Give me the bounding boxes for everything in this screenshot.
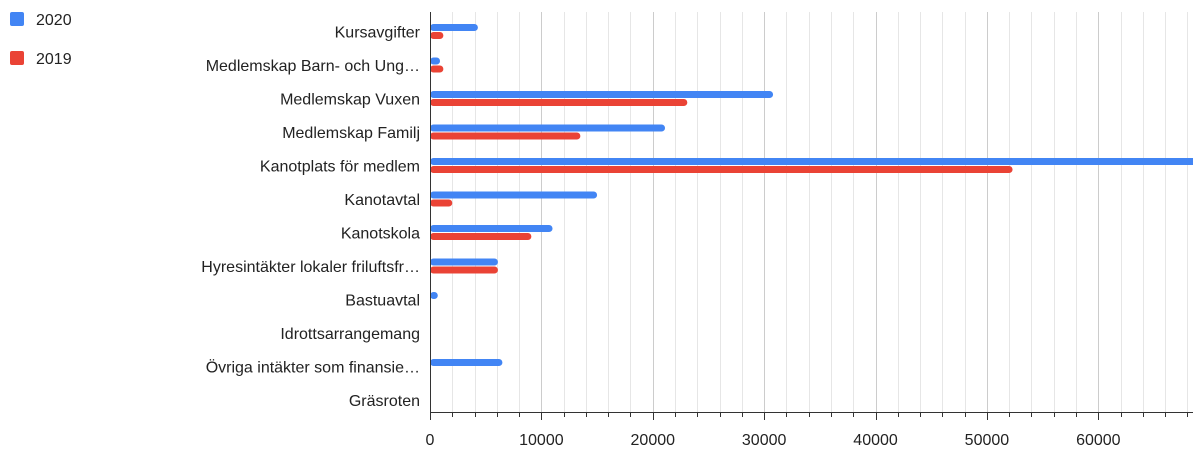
bar-2019-8 bbox=[430, 266, 498, 274]
bar-2019-1 bbox=[430, 32, 444, 39]
category-label: Kanotavtal bbox=[344, 192, 420, 209]
bar-2020-9 bbox=[430, 292, 438, 299]
bar-2020-8 bbox=[430, 258, 498, 266]
x-tick-label: 0 bbox=[426, 432, 435, 448]
x-tick-label: 10000 bbox=[519, 432, 564, 448]
category-label: Bastuavtal bbox=[345, 293, 420, 310]
bar-2019-4 bbox=[430, 132, 581, 140]
category-label: Hyresintäkter lokaler friluftsfr… bbox=[201, 259, 420, 276]
bar-2020-7 bbox=[430, 225, 553, 232]
bar-2020-6 bbox=[430, 191, 598, 199]
category-label: Gräsroten bbox=[349, 393, 420, 410]
legend-label: 2020 bbox=[36, 12, 72, 29]
category-label: Idrottsarrangemang bbox=[280, 326, 420, 343]
category-label: Övriga intäkter som finansie… bbox=[206, 359, 420, 377]
bar-2020-11 bbox=[430, 359, 503, 366]
bar-2020-2 bbox=[430, 57, 441, 65]
bar-2020-3 bbox=[430, 91, 774, 98]
x-tick-label: 20000 bbox=[631, 432, 676, 448]
legend-swatch-2019 bbox=[10, 51, 24, 65]
bar-2020-4 bbox=[430, 124, 666, 132]
bar-2020-5 bbox=[430, 158, 1193, 165]
category-label: Medlemskap Vuxen bbox=[280, 92, 420, 109]
category-label: Medlemskap Familj bbox=[282, 125, 420, 142]
category-label: Kursavgifter bbox=[335, 25, 421, 42]
legend-label: 2019 bbox=[36, 51, 72, 68]
bar-2019-6 bbox=[430, 199, 453, 207]
category-label: Kanotskola bbox=[341, 226, 420, 243]
legend-swatch-2020 bbox=[10, 12, 24, 26]
x-tick-label: 30000 bbox=[742, 432, 787, 448]
bar-2019-3 bbox=[430, 99, 688, 106]
x-tick-label: 60000 bbox=[1076, 432, 1121, 448]
category-label: Kanotplats för medlem bbox=[260, 159, 420, 176]
category-label: Medlemskap Barn- och Ung… bbox=[206, 58, 420, 75]
bar-2019-2 bbox=[430, 65, 444, 73]
x-tick-label: 40000 bbox=[853, 432, 898, 448]
x-tick-label: 50000 bbox=[965, 432, 1010, 448]
bar-2019-5 bbox=[430, 166, 1013, 173]
bar-2020-1 bbox=[430, 24, 478, 31]
bar-2019-7 bbox=[430, 233, 532, 240]
